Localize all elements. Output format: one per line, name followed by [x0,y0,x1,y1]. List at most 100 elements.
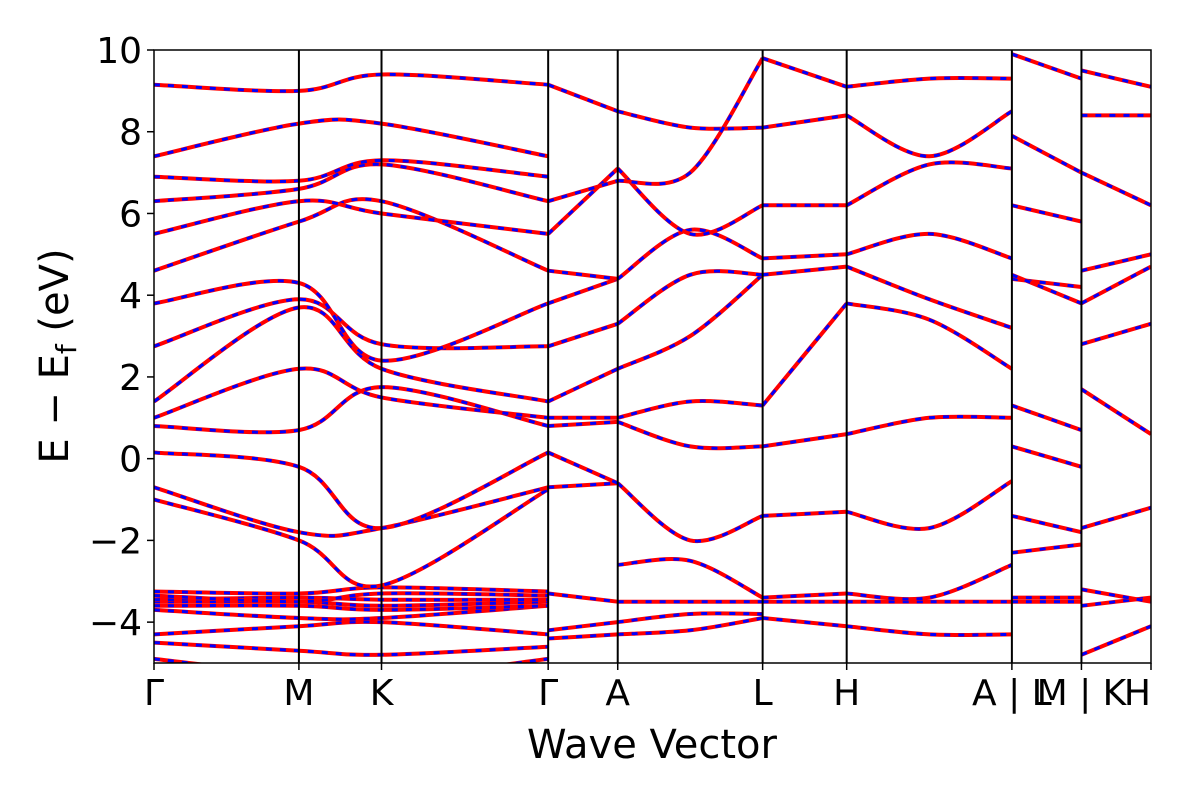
band-line-blue-s0-b10 [154,485,549,538]
band-line-blue-s4-b10 [846,76,1012,89]
band-line-blue-s1-b1 [548,620,618,632]
band-line-red-s2-b3 [617,557,764,600]
bands-layer [154,52,1151,663]
band-line-blue-s0-b21 [154,117,549,158]
band-line-blue-s0-b2 [154,620,549,636]
band-line-blue-s1-b11 [547,167,619,235]
band-line-blue-s5-b9 [1011,134,1083,174]
band-line-blue-s2-b3 [617,557,764,599]
band-line-blue-s0-b15 [154,297,549,350]
band-line-red-s2-b12 [617,57,765,186]
band-line-blue-s4-b4 [846,415,1012,436]
x-tick-label: A [605,673,630,714]
band-line-blue-s4-b8 [846,160,1012,207]
x-tick-label: Γ [144,673,164,714]
band-line-blue-s5-b5 [1011,404,1082,432]
band-line-blue-s6-b6 [1080,265,1151,305]
x-tick-label: L [753,673,773,714]
band-line-blue-s1-b2 [548,592,618,604]
band-line-red-s4-b7 [846,231,1013,261]
band-line-blue-s3-b0 [762,616,847,628]
y-tick-label: 4 [119,276,142,317]
band-line-blue-s3-b10 [762,56,848,89]
band-line-blue-s1-b9 [547,277,619,305]
band-line-blue-s5-b6 [1011,277,1082,289]
x-tick-label: A | L [972,673,1052,714]
band-line-red-s4-b9 [845,109,1013,159]
band-line-blue-s0-b11 [154,451,549,530]
band-line-red-s6-b6 [1080,264,1151,306]
band-line-red-s4-b2 [846,563,1013,602]
band-line-red-s0-b18 [154,198,549,236]
band-line-blue-s2-b1 [617,611,763,624]
band-line-red-s0-b19 [154,162,549,204]
band-line-blue-s0-b20 [154,158,549,183]
band-line-red-s5-b7 [1011,272,1083,306]
band-line-blue-s6-b10 [1081,68,1151,89]
band-line-blue-s4-b9 [845,109,1013,158]
band-line-blue-s0-b17 [154,197,549,273]
band-line-red-s5-b5 [1011,403,1083,432]
y-axis-title: E − Ef (eV) [32,248,83,463]
x-axis-title: Wave Vector [527,722,778,768]
band-line-blue-s4-b0 [846,624,1012,637]
band-line-blue-s3-b7 [762,252,847,260]
band-line-red-s2-b6 [617,399,763,420]
band-line-blue-s2-b11 [617,109,763,131]
band-line-blue-s4-b5 [846,301,1013,371]
band-line-red-s0-b21 [154,117,549,159]
band-line-blue-s6-b7 [1081,252,1151,273]
band-line-red-s2-b5 [617,420,763,451]
x-tick-label: H [833,673,860,714]
band-line-blue-s3-b4 [762,432,847,448]
band-line-red-s4-b3 [846,479,1013,531]
band-line-blue-s5-b10 [1011,52,1082,81]
band-line-red-s2-b4 [616,481,764,544]
band-line-blue-s0-b7 [154,591,549,604]
band-line-blue-s2-b8 [616,269,763,326]
band-line-red-s1-b7 [547,366,619,404]
y-tick-label: −2 [89,521,142,562]
band-line-blue-s2-b6 [617,399,763,420]
y-tick-label: −4 [89,603,142,644]
band-line-blue-s0-b13 [154,367,549,420]
band-line-blue-s1-b5 [548,420,618,428]
band-line-blue-s2-b7 [617,273,764,371]
band-line-blue-s2-b12 [617,57,764,186]
band-line-blue-s0-b0 [154,657,549,663]
band-line-blue-s0-b4 [154,603,549,612]
y-axis-ticks: −4 −2 0 2 4 6 8 10 [89,31,154,644]
band-line-blue-s6-b1 [1081,596,1151,608]
x-tick-label: Γ [538,673,558,714]
band-line-blue-s4-b3 [846,479,1013,531]
band-line-red-s5-b10 [1011,52,1083,81]
band-line-blue-s1-b7 [547,367,619,403]
y-axis-title-unit: (eV) [32,248,78,344]
band-line-blue-s5-b2 [1011,543,1082,555]
band-line-red-s0-b14 [154,305,549,404]
band-line-blue-s6-b2 [1081,587,1151,604]
band-line-blue-s0-b1 [154,641,549,657]
band-line-blue-s2-b9 [616,228,764,281]
band-line-blue-s3-b2 [762,592,847,600]
band-line-blue-s1-b13 [547,83,619,113]
band-line-red-s6-b0 [1080,624,1151,657]
band-line-red-s0-b17 [154,197,549,273]
y-tick-label: 6 [119,194,142,235]
band-line-blue-s6-b4 [1080,387,1151,436]
band-line-blue-s3-b3 [762,510,847,518]
x-tick-label: H [1124,673,1151,714]
band-line-blue-s6-b8 [1080,171,1151,207]
band-line-blue-s6-b3 [1080,506,1151,530]
x-tick-label: M [283,673,314,714]
y-tick-label: 10 [96,31,142,72]
band-line-red-s4-b5 [846,301,1013,371]
band-line-red-s1-b13 [547,82,619,114]
band-line-red-s6-b8 [1080,170,1151,208]
y-axis-title-main: E − E [32,354,78,464]
band-line-blue-s4-b7 [846,232,1013,260]
band-line-blue-s0-b5 [154,599,549,608]
band-line-red-s5-b9 [1010,134,1083,175]
